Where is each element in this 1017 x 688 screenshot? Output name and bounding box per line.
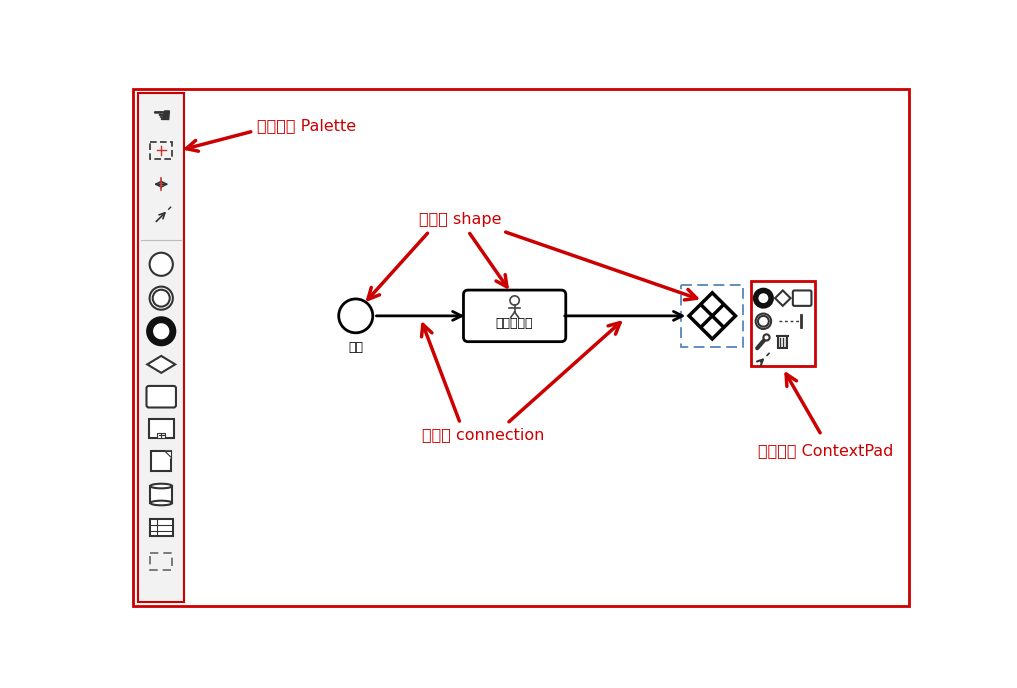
- Bar: [151, 486, 172, 503]
- Text: ☚: ☚: [152, 107, 171, 127]
- Circle shape: [149, 287, 173, 310]
- FancyBboxPatch shape: [793, 290, 812, 306]
- Polygon shape: [147, 356, 175, 373]
- Bar: [778, 336, 787, 348]
- Polygon shape: [165, 451, 171, 458]
- Circle shape: [758, 316, 769, 327]
- Text: 连线： connection: 连线： connection: [422, 427, 545, 442]
- Circle shape: [149, 320, 173, 343]
- Circle shape: [510, 296, 520, 305]
- Text: 形状： shape: 形状： shape: [419, 212, 501, 227]
- Text: 开始: 开始: [348, 341, 363, 354]
- Bar: [158, 433, 165, 438]
- Bar: [152, 451, 171, 471]
- Bar: [148, 419, 174, 438]
- Circle shape: [153, 290, 170, 307]
- Ellipse shape: [151, 484, 172, 488]
- Text: 工具栏： ContextPad: 工具栏： ContextPad: [758, 443, 893, 458]
- Ellipse shape: [151, 501, 172, 505]
- Polygon shape: [775, 290, 790, 306]
- Circle shape: [756, 290, 771, 306]
- Bar: [681, 285, 743, 347]
- Circle shape: [764, 334, 770, 341]
- FancyBboxPatch shape: [146, 386, 176, 407]
- Text: 提交请假单: 提交请假单: [496, 317, 533, 330]
- Circle shape: [339, 299, 373, 333]
- Bar: [149, 519, 173, 536]
- Circle shape: [756, 314, 771, 329]
- Bar: [138, 94, 184, 601]
- Text: 侧边栏： Palette: 侧边栏： Palette: [257, 118, 356, 133]
- Circle shape: [149, 252, 173, 276]
- Bar: [151, 553, 172, 570]
- Bar: [751, 281, 815, 366]
- Bar: [151, 142, 172, 159]
- FancyBboxPatch shape: [464, 290, 565, 342]
- Polygon shape: [689, 293, 735, 339]
